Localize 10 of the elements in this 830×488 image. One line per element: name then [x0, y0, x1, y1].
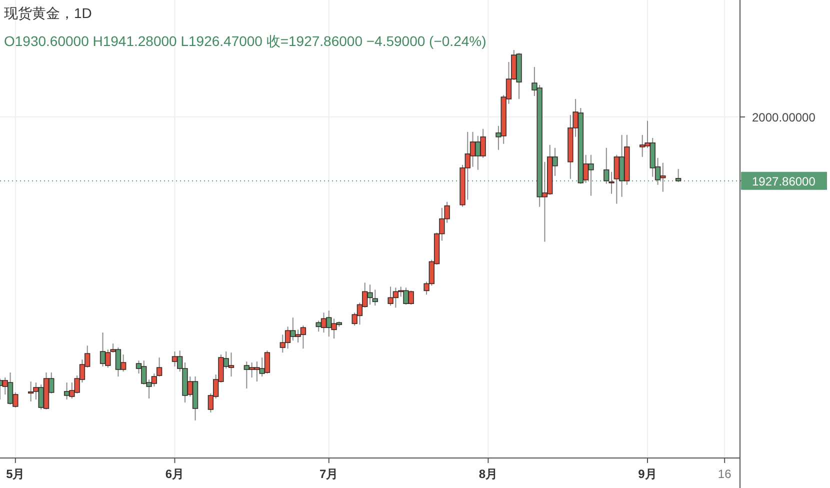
chart-title: 现货黄金，1D — [4, 5, 92, 21]
x-tick-label: 6月 — [165, 467, 184, 481]
x-tick-label: 5月 — [6, 467, 25, 481]
y-tick-label: 1927.86000 — [752, 174, 816, 188]
y-tick-label: 2000.00000 — [752, 110, 816, 124]
text: O1930.60000 H1941.28000 L1926.47000 收=1927.86000 −4.59000 (−0.24%) — [4, 33, 486, 49]
x-tick-label: 7月 — [320, 467, 338, 481]
x-tick-label: 16 — [718, 467, 732, 481]
x-tick-label: 9月 — [638, 467, 657, 481]
x-tick-label: 8月 — [478, 467, 498, 481]
